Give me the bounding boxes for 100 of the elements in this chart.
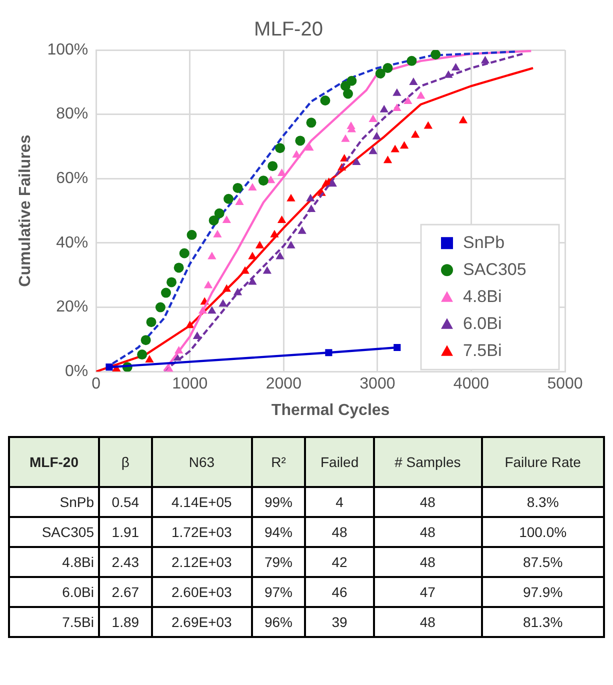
category-label: β (99, 437, 152, 487)
text: 87.5% (522, 554, 563, 570)
point (406, 56, 417, 66)
point (424, 121, 433, 129)
point (277, 168, 286, 176)
x-tick-label: 3000 (360, 376, 396, 393)
point (222, 215, 231, 223)
text: 42 (332, 554, 348, 570)
legend-label: 6.0Bi (463, 314, 502, 333)
point (213, 230, 222, 238)
text: 79% (264, 554, 292, 570)
point (375, 68, 386, 78)
point (380, 104, 388, 112)
point (106, 364, 113, 371)
point (383, 156, 392, 164)
point (276, 252, 284, 260)
text: 48 (420, 554, 436, 570)
point (235, 197, 244, 205)
point (160, 288, 171, 298)
point (137, 350, 148, 360)
text: 48 (420, 614, 436, 630)
point (382, 63, 393, 74)
text: 2.60E+03 (172, 584, 232, 600)
x-axis-title: Thermal Cycles (271, 402, 390, 419)
point (343, 88, 354, 99)
legend-label: SAC305 (463, 260, 526, 279)
category-label: N63 (152, 437, 252, 487)
point (232, 182, 243, 193)
point (292, 150, 301, 158)
point (268, 161, 278, 172)
text: 47 (420, 584, 436, 600)
text: 48 (420, 524, 436, 540)
text: 4.14E+05 (172, 494, 232, 510)
y-tick-label: 80% (56, 106, 88, 123)
y-tick-label: 20% (56, 298, 88, 316)
point (248, 252, 257, 260)
category-label: SAC305 (42, 524, 94, 540)
point (275, 143, 286, 154)
text: 2.43 (112, 554, 140, 570)
point (208, 215, 219, 226)
legend-label: 7.5Bi (463, 340, 502, 360)
text: 1.91 (112, 524, 140, 540)
point (214, 208, 224, 218)
point (325, 349, 332, 356)
text: 39 (332, 614, 348, 630)
point (392, 88, 402, 96)
text: 0.54 (112, 494, 140, 510)
point (222, 284, 231, 292)
point (240, 266, 250, 274)
point (346, 76, 357, 86)
point (352, 158, 361, 166)
text: 96% (264, 614, 292, 630)
category-label: Failure Rate (482, 437, 604, 487)
text: 2.69E+03 (172, 614, 232, 630)
point (258, 176, 268, 186)
point (372, 132, 382, 140)
point (295, 136, 306, 146)
y-axis-title: Cumulative Failures (17, 134, 34, 287)
y-tick-label: 60% (56, 170, 88, 188)
point (248, 182, 257, 190)
text: 1.89 (112, 614, 140, 630)
point (306, 204, 316, 212)
category-label: 6.0Bi (62, 584, 94, 600)
point (286, 240, 296, 248)
point (204, 280, 213, 288)
x-tick-label: 1000 (172, 376, 208, 393)
category-label: MLF-20 (9, 437, 99, 487)
y-tick-label: 100% (47, 41, 88, 58)
legend-label: SnPb (463, 232, 505, 252)
point (146, 317, 156, 328)
category-label: Failed (305, 437, 374, 487)
point (255, 240, 264, 248)
point (198, 306, 208, 314)
text: 100.0% (519, 524, 567, 540)
y-tick-label: 40% (56, 234, 88, 252)
point (451, 63, 460, 71)
point (368, 146, 378, 154)
point (298, 226, 306, 234)
text: 97.9% (522, 584, 563, 600)
category-label: R² (252, 437, 306, 487)
point (166, 277, 177, 288)
point (277, 215, 286, 223)
chart-title: MLF-20 (254, 18, 323, 41)
point (409, 77, 418, 85)
point (320, 95, 330, 106)
point (390, 144, 400, 152)
point (392, 104, 402, 112)
text: 97% (264, 584, 292, 600)
point (286, 194, 296, 202)
text: 99% (264, 494, 292, 510)
point (262, 266, 272, 274)
point (140, 335, 151, 346)
text: 94% (264, 524, 292, 540)
point (233, 288, 242, 296)
category-label: SnPb (60, 494, 94, 510)
point (306, 118, 316, 128)
point (416, 91, 426, 99)
point (444, 70, 453, 78)
y-tick-label: 0% (64, 363, 88, 380)
point (224, 194, 234, 204)
